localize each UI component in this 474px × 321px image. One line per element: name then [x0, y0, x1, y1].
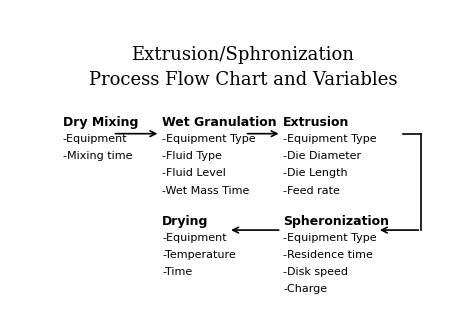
Text: -Disk speed: -Disk speed [283, 267, 348, 277]
Text: -Equipment: -Equipment [63, 134, 128, 144]
Text: -Fluid Level: -Fluid Level [162, 168, 226, 178]
Text: -Time: -Time [162, 267, 192, 277]
Text: Process Flow Chart and Variables: Process Flow Chart and Variables [89, 71, 397, 89]
Text: Spheronization: Spheronization [283, 215, 389, 228]
Text: Drying: Drying [162, 215, 209, 228]
Text: -Residence time: -Residence time [283, 250, 373, 260]
Text: Extrusion/Sphronization: Extrusion/Sphronization [131, 46, 355, 64]
Text: -Fluid Type: -Fluid Type [162, 151, 222, 161]
Text: -Charge: -Charge [283, 284, 328, 294]
Text: -Equipment Type: -Equipment Type [283, 232, 377, 243]
Text: -Equipment Type: -Equipment Type [162, 134, 256, 144]
Text: Wet Granulation: Wet Granulation [162, 117, 277, 129]
Text: -Die Length: -Die Length [283, 168, 348, 178]
Text: -Die Diameter: -Die Diameter [283, 151, 362, 161]
Text: Extrusion: Extrusion [283, 117, 350, 129]
Text: -Equipment: -Equipment [162, 232, 227, 243]
Text: -Feed rate: -Feed rate [283, 186, 340, 195]
Text: -Wet Mass Time: -Wet Mass Time [162, 186, 249, 195]
Text: -Equipment Type: -Equipment Type [283, 134, 377, 144]
Text: -Mixing time: -Mixing time [63, 151, 132, 161]
Text: Dry Mixing: Dry Mixing [63, 117, 138, 129]
Text: -Temperature: -Temperature [162, 250, 236, 260]
